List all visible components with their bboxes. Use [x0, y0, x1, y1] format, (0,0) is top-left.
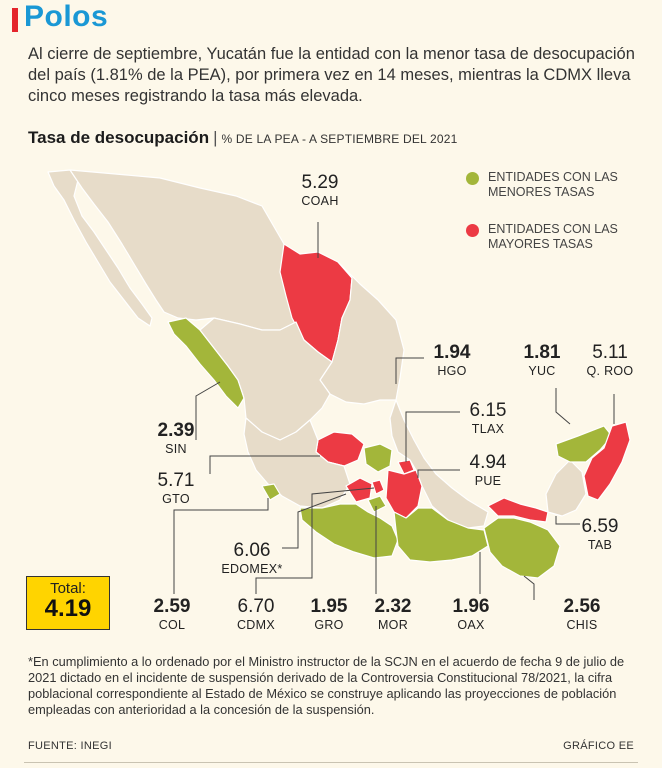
footnote: *En cumplimiento a lo ordenado por el Mi… — [28, 654, 625, 717]
label-sin: 2.39 SIN — [148, 420, 204, 457]
label-gto: 5.71 GTO — [146, 470, 206, 507]
intro-text: Al cierre de septiembre, Yucatán fue la … — [28, 45, 635, 105]
legend-swatch-high — [466, 224, 479, 237]
name-tlax: TLAX — [471, 422, 505, 436]
legend-label-high: ENTIDADES CON LAS MAYORES TASAS — [488, 222, 618, 251]
label-pue: 4.94 PUE — [460, 452, 516, 489]
chart-subtitle: % DE LA PEA - A SEPTIEMBRE DEL 2021 — [221, 132, 458, 146]
label-qroo: 5.11 Q. ROO — [574, 342, 646, 379]
value-sin: 2.39 — [157, 420, 195, 441]
label-col: 2.59 COL — [142, 596, 202, 633]
name-edomex: EDOMEX* — [221, 562, 283, 576]
name-qroo: Q. ROO — [586, 364, 634, 378]
chart-title-text: Tasa de desocupación — [28, 128, 210, 147]
source-credit: FUENTE: INEGI — [28, 740, 112, 752]
label-oax: 1.96 OAX — [442, 596, 500, 633]
name-sin: SIN — [165, 442, 187, 456]
map-legend: ENTIDADES CON LAS MENORES TASAS ENTIDADE… — [466, 170, 658, 274]
graphic-credit: GRÁFICO EE — [563, 740, 634, 752]
region-center-north — [199, 317, 333, 441]
label-mor: 2.32 MOR — [364, 596, 422, 633]
value-cdmx: 6.70 — [237, 596, 275, 617]
region-baja-california — [47, 169, 153, 327]
value-gro: 1.95 — [310, 596, 348, 617]
region-tab — [487, 497, 549, 523]
leader-tlax — [405, 411, 460, 462]
label-tlax: 6.15 TLAX — [460, 400, 516, 437]
name-chis: CHIS — [566, 618, 598, 632]
leader-sin — [195, 381, 221, 440]
region-mor — [367, 495, 387, 513]
region-northeast — [319, 261, 405, 405]
leader-gto — [209, 455, 320, 474]
leader-col — [173, 498, 269, 594]
name-gto: GTO — [162, 492, 190, 506]
label-yuc: 1.81 YUC — [514, 342, 570, 379]
name-col: COL — [158, 618, 186, 632]
label-cdmx: 6.70 CDMX — [224, 596, 288, 633]
value-oax: 1.96 — [452, 596, 490, 617]
region-chis — [483, 517, 561, 579]
label-hgo: 1.94 HGO — [424, 342, 480, 379]
leader-hgo — [395, 357, 424, 384]
leader-chis — [523, 575, 535, 600]
name-hgo: HGO — [437, 364, 467, 378]
label-gro: 1.95 GRO — [300, 596, 358, 633]
region-gro — [299, 503, 399, 559]
region-yuc — [555, 425, 613, 463]
name-cdmx: CDMX — [236, 618, 275, 632]
region-pue — [385, 469, 423, 519]
region-qroo — [583, 421, 631, 501]
label-chis: 2.56 CHIS — [552, 596, 612, 633]
map-regions — [47, 169, 631, 579]
leader-edomex — [282, 493, 347, 549]
total-value: 4.19 — [44, 595, 92, 622]
name-coah: COAH — [301, 194, 339, 208]
name-oax: OAX — [457, 618, 485, 632]
title-separator: | — [213, 128, 218, 147]
mexico-map — [47, 169, 631, 600]
leader-cdmx — [255, 487, 375, 594]
name-yuc: YUC — [528, 364, 556, 378]
label-coah: 5.29 COAH — [288, 172, 352, 209]
region-camp — [545, 459, 587, 517]
chart-title: Tasa de desocupación |% DE LA PEA - A SEP… — [28, 128, 458, 148]
value-tlax: 6.15 — [469, 400, 507, 421]
value-hgo: 1.94 — [433, 342, 471, 363]
region-cdmx — [371, 479, 385, 495]
value-edomex: 6.06 — [233, 540, 271, 561]
region-hgo — [363, 443, 393, 473]
value-pue: 4.94 — [469, 452, 507, 473]
value-gto: 5.71 — [157, 470, 195, 491]
value-mor: 2.32 — [374, 596, 412, 617]
value-coah: 5.29 — [301, 172, 339, 193]
region-col — [261, 483, 281, 501]
name-mor: MOR — [377, 618, 409, 632]
bottom-divider — [24, 762, 638, 763]
total-badge: Total: 4.19 — [26, 576, 110, 630]
name-pue: PUE — [474, 474, 502, 488]
legend-item-high: ENTIDADES CON LAS MAYORES TASAS — [466, 222, 658, 252]
name-gro: GRO — [314, 618, 344, 632]
value-tab: 6.59 — [581, 516, 619, 537]
legend-item-low: ENTIDADES CON LAS MENORES TASAS — [466, 170, 658, 200]
legend-swatch-low — [466, 172, 479, 185]
legend-label-low: ENTIDADES CON LAS MENORES TASAS — [488, 170, 618, 199]
label-tab: 6.59 TAB — [572, 516, 628, 553]
leader-pue — [417, 469, 460, 478]
section-title: Polos — [24, 0, 109, 33]
leader-tab — [555, 516, 580, 525]
leader-yuc — [555, 388, 571, 425]
value-yuc: 1.81 — [523, 342, 561, 363]
name-tab: TAB — [587, 538, 613, 552]
label-edomex: 6.06 EDOMEX* — [212, 540, 292, 577]
region-edomex — [345, 477, 373, 503]
leader-lines — [173, 222, 615, 600]
value-chis: 2.56 — [563, 596, 601, 617]
section-marker — [12, 8, 18, 32]
total-label: Total: — [50, 580, 86, 597]
value-qroo: 5.11 — [592, 342, 628, 363]
value-col: 2.59 — [153, 596, 191, 617]
